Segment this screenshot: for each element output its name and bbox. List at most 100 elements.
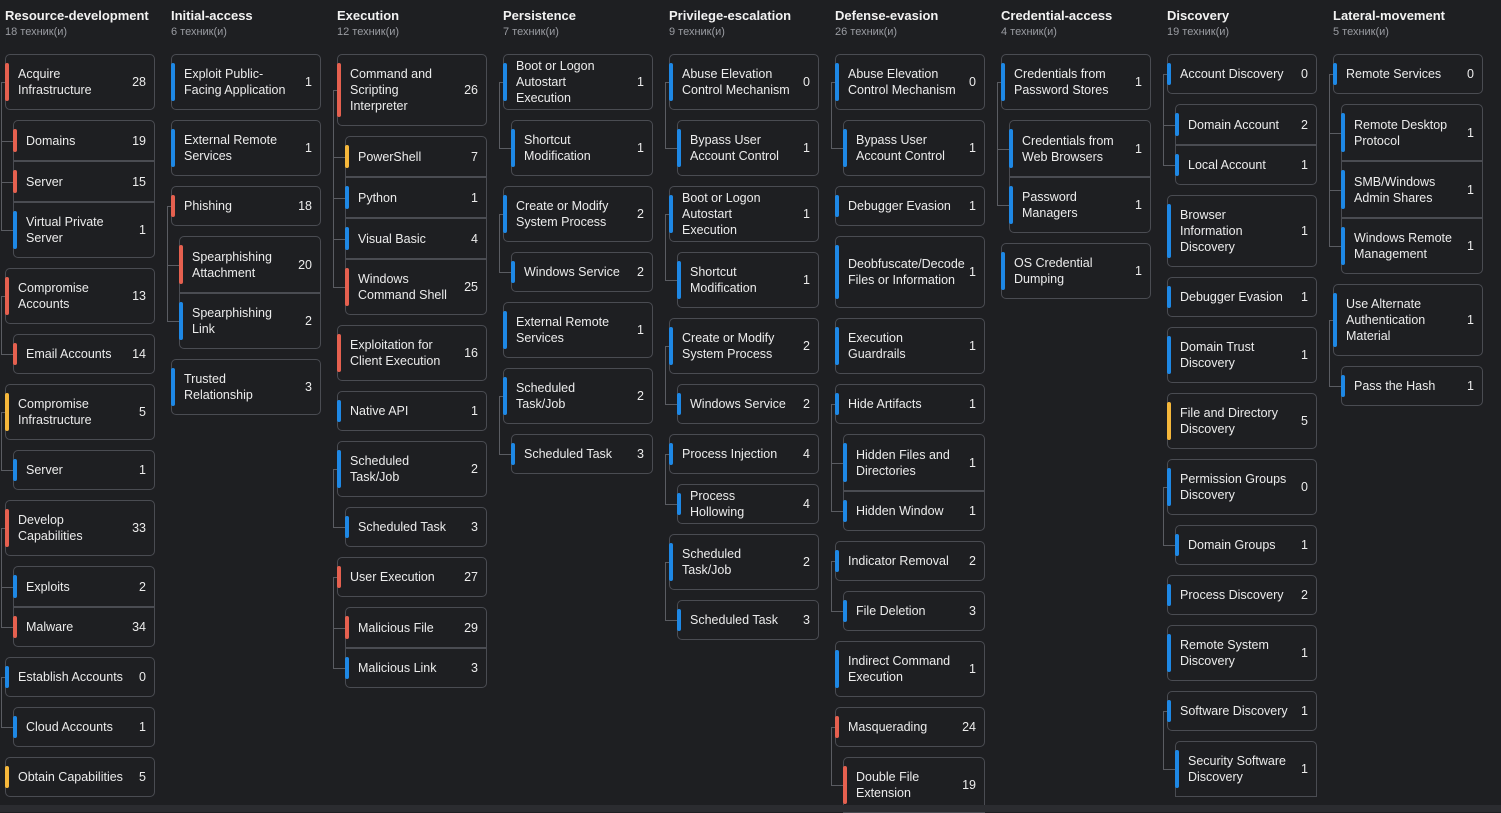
technique-card[interactable]: Scheduled Task/Job 2 xyxy=(669,534,819,590)
technique-name: Create or Modify System Process xyxy=(516,199,609,229)
technique-card[interactable]: Establish Accounts 0 xyxy=(5,657,155,697)
subtechnique-card[interactable]: Malicious File 29 xyxy=(345,607,487,648)
technique-card[interactable]: Execution Guardrails 1 xyxy=(835,318,985,374)
subtechnique-card[interactable]: Malware 34 xyxy=(13,607,155,647)
technique-count: 0 xyxy=(1301,67,1308,81)
subtechnique-card[interactable]: Cloud Accounts 1 xyxy=(13,707,155,747)
technique-card[interactable]: Use Alternate Authentication Material 1 xyxy=(1333,284,1483,356)
technique-card[interactable]: Indirect Command Execution 1 xyxy=(835,641,985,697)
subtechnique-card[interactable]: Credentials from Web Browsers 1 xyxy=(1009,120,1151,177)
subtechnique-card[interactable]: Scheduled Task 3 xyxy=(677,600,819,640)
subtechnique-card[interactable]: Domains 19 xyxy=(13,120,155,161)
technique-card[interactable]: Deobfuscate/Decode Files or Information 1 xyxy=(835,236,985,308)
technique-card[interactable]: Indicator Removal 2 xyxy=(835,541,985,581)
subtechnique-card[interactable]: Spearphishing Attachment 20 xyxy=(179,236,321,293)
technique-card[interactable]: Trusted Relationship 3 xyxy=(171,359,321,415)
technique-card[interactable]: External Remote Services 1 xyxy=(503,302,653,358)
subtechnique-card[interactable]: Spearphishing Link 2 xyxy=(179,293,321,349)
technique-card[interactable]: Scheduled Task/Job 2 xyxy=(503,368,653,424)
technique-card[interactable]: Exploitation for Client Execution 16 xyxy=(337,325,487,381)
technique-card[interactable]: Remote Services 0 xyxy=(1333,54,1483,94)
technique-card[interactable]: Abuse Elevation Control Mechanism 0 xyxy=(669,54,819,110)
technique-card[interactable]: Boot or Logon Autostart Execution 1 xyxy=(669,186,819,242)
technique-name: Remote System Discovery xyxy=(1180,638,1269,668)
technique-card[interactable]: Scheduled Task/Job 2 xyxy=(337,441,487,497)
subtechnique-card[interactable]: Domain Groups 1 xyxy=(1175,525,1317,565)
subtechnique-card[interactable]: PowerShell 7 xyxy=(345,136,487,177)
technique-card[interactable]: Obtain Capabilities 5 xyxy=(5,757,155,797)
subtechnique-card[interactable]: Scheduled Task 3 xyxy=(345,507,487,547)
technique-card[interactable]: Software Discovery 1 xyxy=(1167,691,1317,731)
technique-card[interactable]: Credentials from Password Stores 1 xyxy=(1001,54,1151,110)
technique-card[interactable]: Browser Information Discovery 1 xyxy=(1167,195,1317,267)
technique-card[interactable]: Masquerading 24 xyxy=(835,707,985,747)
subtechnique-card[interactable]: Server 15 xyxy=(13,161,155,202)
subtechnique-card[interactable]: Security Software Discovery 1 xyxy=(1175,741,1317,797)
subtechnique-card[interactable]: Virtual Private Server 1 xyxy=(13,202,155,258)
technique-card[interactable]: External Remote Services 1 xyxy=(171,120,321,176)
tactic-header[interactable]: Execution 12 техник(и) xyxy=(337,8,497,39)
subtechnique-card[interactable]: Domain Account 2 xyxy=(1175,104,1317,145)
tactic-header[interactable]: Privilege-escalation 9 техник(и) xyxy=(669,8,829,39)
subtechnique-card[interactable]: Hidden Window 1 xyxy=(843,491,985,531)
subtechnique-card[interactable]: Malicious Link 3 xyxy=(345,648,487,688)
tactic-header[interactable]: Initial-access 6 техник(и) xyxy=(171,8,331,39)
horizontal-scrollbar-track[interactable] xyxy=(0,805,1501,812)
subtechnique-card[interactable]: Shortcut Modification 1 xyxy=(677,252,819,308)
technique-card[interactable]: Compromise Accounts 13 xyxy=(5,268,155,324)
technique-card[interactable]: Debugger Evasion 1 xyxy=(835,186,985,226)
subtechnique-card[interactable]: Visual Basic 4 xyxy=(345,218,487,259)
subtechnique-card[interactable]: Scheduled Task 3 xyxy=(511,434,653,474)
severity-indicator xyxy=(843,766,847,804)
subtechnique-card[interactable]: Email Accounts 14 xyxy=(13,334,155,374)
technique-card[interactable]: File and Directory Discovery 5 xyxy=(1167,393,1317,449)
tactic-header[interactable]: Lateral-movement 5 техник(и) xyxy=(1333,8,1493,39)
subtechnique-card[interactable]: File Deletion 3 xyxy=(843,591,985,631)
subtechnique-card[interactable]: Local Account 1 xyxy=(1175,145,1317,185)
tactic-header[interactable]: Discovery 19 техник(и) xyxy=(1167,8,1327,39)
technique-card[interactable]: Phishing 18 xyxy=(171,186,321,226)
technique-card[interactable]: Exploit Public-Facing Application 1 xyxy=(171,54,321,110)
tactic-header[interactable]: Credential-access 4 техник(и) xyxy=(1001,8,1161,39)
technique-card[interactable]: Create or Modify System Process 2 xyxy=(503,186,653,242)
subtechnique-card[interactable]: SMB/Windows Admin Shares 1 xyxy=(1341,161,1483,218)
subtechnique-card[interactable]: Python 1 xyxy=(345,177,487,218)
technique-card[interactable]: Develop Capabilities 33 xyxy=(5,500,155,556)
technique-card[interactable]: Create or Modify System Process 2 xyxy=(669,318,819,374)
subtechnique-card[interactable]: Windows Command Shell 25 xyxy=(345,259,487,315)
subtechnique-card[interactable]: Password Managers 1 xyxy=(1009,177,1151,233)
subtechnique-card[interactable]: Windows Service 2 xyxy=(511,252,653,292)
tactic-header[interactable]: Resource-development 18 техник(и) xyxy=(5,8,165,39)
technique-card[interactable]: Remote System Discovery 1 xyxy=(1167,625,1317,681)
subtechnique-card[interactable]: Shortcut Modification 1 xyxy=(511,120,653,176)
subtechnique-card[interactable]: Bypass User Account Control 1 xyxy=(677,120,819,176)
subtechnique-card[interactable]: Pass the Hash 1 xyxy=(1341,366,1483,406)
technique-card[interactable]: Boot or Logon Autostart Execution 1 xyxy=(503,54,653,110)
subtechnique-card[interactable]: Double File Extension 19 xyxy=(843,757,985,813)
subtechnique-card[interactable]: Windows Remote Management 1 xyxy=(1341,218,1483,274)
technique-card[interactable]: Process Discovery 2 xyxy=(1167,575,1317,615)
subtechnique-card[interactable]: Hidden Files and Directories 1 xyxy=(843,434,985,491)
technique-card[interactable]: Hide Artifacts 1 xyxy=(835,384,985,424)
technique-card[interactable]: User Execution 27 xyxy=(337,557,487,597)
technique-card[interactable]: Compromise Infrastructure 5 xyxy=(5,384,155,440)
technique-card[interactable]: Command and Scripting Interpreter 26 xyxy=(337,54,487,126)
subtechnique-card[interactable]: Process Hollowing 4 xyxy=(677,484,819,524)
technique-card[interactable]: Domain Trust Discovery 1 xyxy=(1167,327,1317,383)
technique-card[interactable]: Process Injection 4 xyxy=(669,434,819,474)
subtechnique-card[interactable]: Windows Service 2 xyxy=(677,384,819,424)
technique-card[interactable]: Account Discovery 0 xyxy=(1167,54,1317,94)
tactic-header[interactable]: Defense-evasion 26 техник(и) xyxy=(835,8,995,39)
technique-name: Permission Groups Discovery xyxy=(1180,472,1287,502)
technique-card[interactable]: Abuse Elevation Control Mechanism 0 xyxy=(835,54,985,110)
technique-card[interactable]: Debugger Evasion 1 xyxy=(1167,277,1317,317)
subtechnique-card[interactable]: Bypass User Account Control 1 xyxy=(843,120,985,176)
technique-card[interactable]: OS Credential Dumping 1 xyxy=(1001,243,1151,299)
subtechnique-card[interactable]: Exploits 2 xyxy=(13,566,155,607)
subtechnique-card[interactable]: Remote Desktop Protocol 1 xyxy=(1341,104,1483,161)
technique-card[interactable]: Native API 1 xyxy=(337,391,487,431)
technique-card[interactable]: Acquire Infrastructure 28 xyxy=(5,54,155,110)
subtechnique-card[interactable]: Server 1 xyxy=(13,450,155,490)
technique-card[interactable]: Permission Groups Discovery 0 xyxy=(1167,459,1317,515)
tactic-header[interactable]: Persistence 7 техник(и) xyxy=(503,8,663,39)
